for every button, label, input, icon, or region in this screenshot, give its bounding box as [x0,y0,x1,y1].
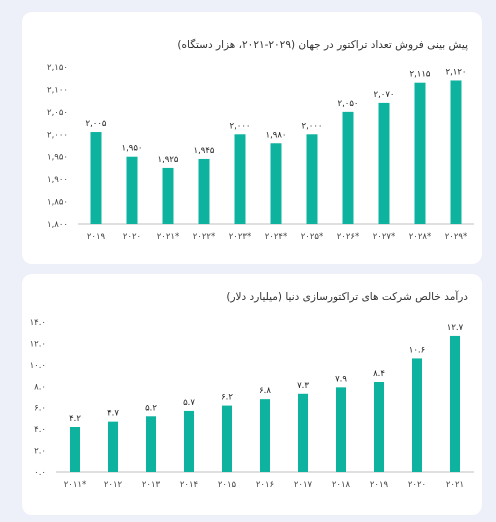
y-tick-label: ۲.۰ [34,447,46,457]
bar [414,82,426,224]
x-tick-label: ۲۰۲۰ [408,480,426,490]
bar [90,132,102,224]
y-tick-label: ۱,۸۵۰ [47,198,68,208]
tractor-sales-chart: ۱,۸۰۰ ۱,۸۵۰ ۱,۹۰۰ ۱,۹۵۰ ۲,۰۰۰ ۲,۰۵۰ ۲,۱۰۰ ۲,۱۵۰… [47,63,474,242]
y-tick-label: ۲,۰۰۰ [47,130,68,140]
data-label: ۸.۴ [373,369,385,379]
bar [198,158,210,224]
bar [234,134,246,224]
x-tick-label: ۲۰۲۱ [446,480,464,490]
chart-title: درآمد خالص شرکت های تراکتورسازی دنیا (می… [226,291,468,303]
net-revenue-chart: ۰.۰ ۲.۰ ۴.۰ ۶.۰ ۸.۰ ۱۰.۰ ۱۲.۰ ۱۴.۰ ۴.۲ ۲۰۱۱* ۴.۷ ۲۰… [30,318,474,490]
x-tick-label: ۲۰۱۵ [218,480,237,490]
x-tick-label: ۲۰۲۱* [157,232,180,242]
data-label: ۱۰.۶ [409,345,425,355]
data-label: ۵.۲ [145,403,157,413]
x-tick-label: ۲۰۱۶ [256,480,274,490]
x-tick-label: ۲۰۱۹ [87,232,106,242]
x-tick-label: ۲۰۱۲ [104,480,123,490]
bar [270,143,282,224]
y-tick-label: ۲,۱۰۰ [47,85,68,95]
x-tick-label: ۲۰۲۰ [123,232,141,242]
x-tick-label: ۲۰۱۳ [142,480,161,490]
data-label: ۱,۹۲۵ [158,155,179,165]
x-tick-label: ۲۰۱۸ [332,480,351,490]
y-tick-label: ۲,۰۵۰ [47,108,68,118]
x-tick-label: ۲۰۲۲* [193,232,216,242]
bar [70,427,80,472]
x-tick-label: ۲۰۱۱* [64,480,87,490]
data-label: ۲,۱۲۰ [446,67,467,77]
data-label: ۷.۳ [297,381,309,391]
y-tick-label: ۱,۸۰۰ [47,220,68,230]
y-tick-label: ۱,۹۵۰ [47,153,68,163]
bar [260,399,270,472]
data-label: ۴.۷ [107,409,119,419]
bar [126,156,138,224]
data-label: ۲,۰۰۵ [86,119,107,129]
bar [378,102,390,224]
data-label: ۲,۰۵۰ [338,99,359,109]
x-tick-label: ۲۰۲۸* [409,232,432,242]
data-label: ۴.۲ [69,414,81,424]
tractor-sales-forecast-card: پیش بینی فروش تعداد تراکتور در جهان (۲۰۲… [22,12,482,264]
y-tick-label: ۰.۰ [34,468,46,478]
data-label: ۱,۹۸۰ [266,130,287,140]
bar [222,405,232,472]
y-tick-label: ۶.۰ [34,404,46,414]
data-label: ۲,۱۱۵ [410,70,431,80]
data-label: ۱۲.۷ [447,323,464,333]
bar [306,134,318,224]
bar [336,387,346,472]
x-tick-label: ۲۰۲۷* [373,232,396,242]
bar [412,358,422,472]
data-label: ۵.۷ [183,398,195,408]
bar [184,410,194,472]
data-label: ۱,۹۵۰ [122,144,143,154]
data-label: ۲,۰۰۰ [302,121,323,131]
x-tick-label: ۲۰۲۶* [337,232,360,242]
bar [450,80,462,224]
x-tick-label: ۲۰۱۷ [294,480,313,490]
chart-title: پیش بینی فروش تعداد تراکتور در جهان (۲۰۲… [177,39,468,51]
x-tick-label: ۲۰۲۴* [265,232,288,242]
x-tick-label: ۲۰۲۹* [445,232,468,242]
y-tick-label: ۱,۹۰۰ [47,175,68,185]
bar [162,167,174,224]
x-tick-label: ۲۰۱۴ [180,480,198,490]
data-label: ۲,۰۷۰ [374,90,395,100]
bar [108,421,118,472]
data-label: ۱,۹۴۵ [194,146,215,156]
y-tick-label: ۱۲.۰ [30,339,46,349]
data-label: ۷.۹ [335,374,347,384]
x-tick-label: ۲۰۱۹ [370,480,389,490]
y-tick-label: ۲,۱۵۰ [47,63,68,73]
x-tick-label: ۲۰۲۵* [301,232,324,242]
y-tick-label: ۴.۰ [34,425,46,435]
bar [450,335,460,472]
data-label: ۶.۸ [259,386,271,396]
x-tick-label: ۲۰۲۳* [229,232,252,242]
y-tick-label: ۱۰.۰ [30,361,46,371]
bar [146,416,156,472]
net-revenue-card: درآمد خالص شرکت های تراکتورسازی دنیا (می… [22,274,482,515]
bar [342,111,354,224]
y-tick-label: ۸.۰ [34,382,46,392]
data-label: ۶.۲ [221,393,233,403]
data-label: ۲,۰۰۰ [230,121,251,131]
bar [374,382,384,472]
y-tick-label: ۱۴.۰ [30,318,46,328]
bar [298,393,308,472]
